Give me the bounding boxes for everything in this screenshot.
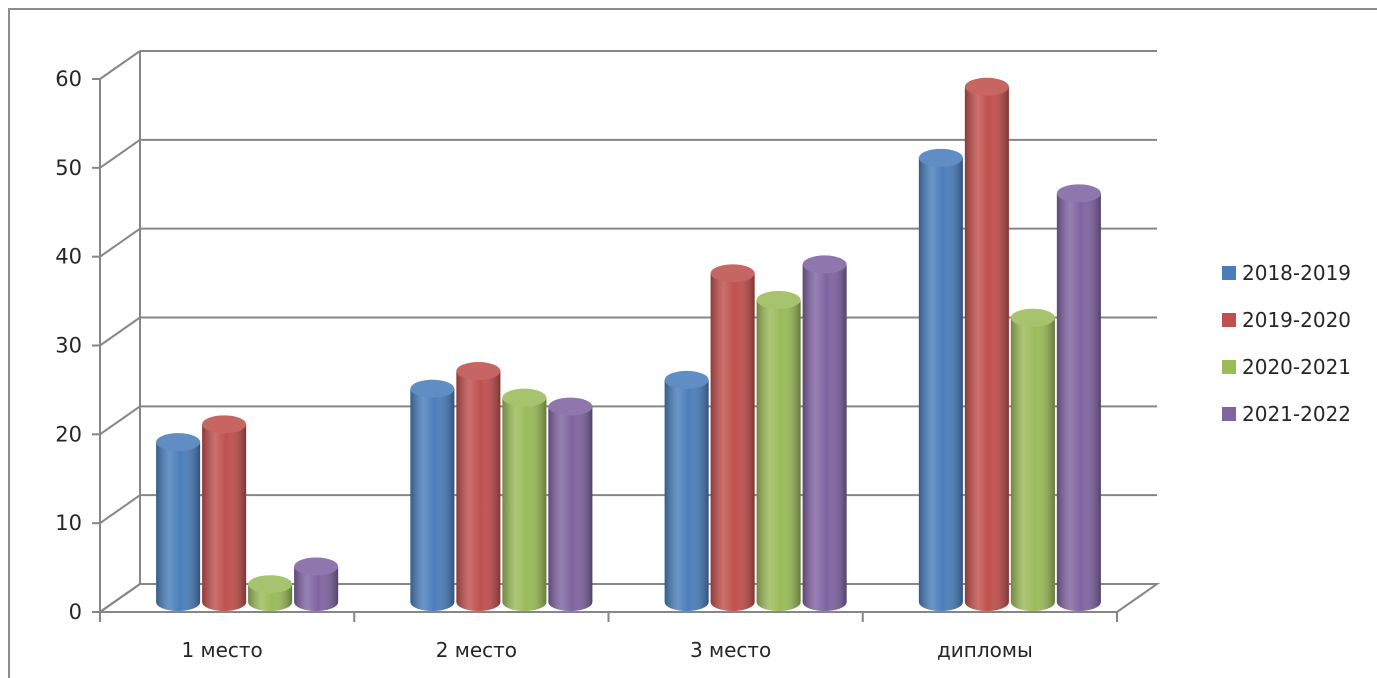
y-tick-label: 30 — [55, 334, 82, 358]
bar-shading — [456, 371, 501, 612]
x-category-label: 1 место — [181, 638, 262, 662]
bar-top — [502, 388, 547, 407]
bar-top-highlight — [294, 557, 339, 576]
legend-label: 2021-2022 — [1242, 402, 1351, 426]
bar-shading — [918, 157, 963, 612]
axes — [99, 79, 1117, 613]
x-category-label: дипломы — [937, 638, 1033, 662]
y-tick-label: 60 — [55, 67, 82, 91]
bar-shading — [710, 273, 755, 612]
y-axis-ticks: 0 10 20 30 40 50 60 — [55, 67, 100, 624]
legend-swatch — [1222, 313, 1236, 327]
bar-top — [802, 255, 847, 274]
bar — [548, 397, 593, 612]
bar — [202, 415, 247, 612]
bar-top-highlight — [248, 575, 293, 594]
bar-top — [710, 264, 755, 283]
bar-shading — [410, 388, 455, 612]
gridline-side — [99, 494, 141, 524]
legend-label: 2019-2020 — [1242, 308, 1351, 332]
bar-shading — [294, 566, 339, 612]
bar-shading — [548, 406, 593, 612]
legend: 2018-2019 2019-2020 2020-2021 2021-2022 — [1222, 261, 1351, 426]
bar — [456, 362, 501, 612]
bar-top — [248, 575, 293, 594]
bar-top — [456, 362, 501, 381]
bar-top — [202, 415, 247, 434]
bar-top-highlight — [202, 415, 247, 434]
bar — [1010, 308, 1055, 612]
bar-top-highlight — [710, 264, 755, 283]
legend-swatch — [1222, 360, 1236, 374]
bar-shading — [664, 379, 709, 612]
bar — [756, 290, 801, 612]
gridline-side — [99, 50, 141, 80]
bar-top-highlight — [410, 379, 455, 398]
y-tick-label: 40 — [55, 245, 82, 269]
bar-top — [1010, 308, 1055, 327]
bar — [248, 575, 293, 612]
bar-shading — [156, 442, 201, 612]
bar-top-highlight — [918, 148, 963, 167]
bar — [502, 388, 547, 612]
bar-top — [756, 290, 801, 309]
bar-top-highlight — [502, 388, 547, 407]
bar-shading — [756, 299, 801, 612]
bar-top — [410, 379, 455, 398]
bar — [410, 379, 455, 612]
y-tick-label: 0 — [69, 600, 82, 624]
y-tick-label: 50 — [55, 156, 82, 180]
bar — [918, 148, 963, 612]
bar — [710, 264, 755, 612]
bar-shading — [964, 86, 1009, 612]
y-tick-label: 10 — [55, 511, 82, 535]
bar — [1056, 184, 1101, 612]
legend-label: 2020-2021 — [1242, 355, 1351, 379]
gridline-side — [99, 316, 141, 347]
bar-top — [918, 148, 963, 167]
bar-top-highlight — [548, 397, 593, 416]
x-category-label: 3 место — [690, 638, 771, 662]
bar-shading — [802, 264, 847, 612]
bar — [964, 77, 1009, 612]
bar-top-highlight — [756, 290, 801, 309]
chart-frame — [8, 8, 1377, 678]
bar — [294, 557, 339, 612]
bar-top — [548, 397, 593, 416]
bars — [156, 77, 1101, 612]
bar-top — [156, 433, 201, 452]
legend-swatch — [1222, 407, 1236, 421]
bar-top-highlight — [456, 362, 501, 381]
bar-top — [1056, 184, 1101, 203]
bar-top-highlight — [664, 370, 709, 389]
legend-swatch — [1222, 266, 1236, 280]
bar — [802, 255, 847, 612]
bar-top-highlight — [1010, 308, 1055, 327]
bar-top-highlight — [1056, 184, 1101, 203]
bar-top — [964, 77, 1009, 96]
legend-label: 2018-2019 — [1242, 261, 1351, 285]
bar-shading — [202, 424, 247, 612]
bar-top — [294, 557, 339, 576]
bar-shading — [502, 397, 547, 612]
bar-top — [664, 370, 709, 389]
x-category-label: 2 место — [436, 638, 517, 662]
bar — [664, 370, 709, 612]
bar-shading — [1056, 193, 1101, 612]
bar-top-highlight — [156, 433, 201, 452]
y-tick-label: 20 — [55, 422, 82, 446]
gridline-side — [99, 405, 141, 436]
gridline-side — [99, 227, 141, 258]
gridline-side — [99, 139, 141, 169]
bar — [156, 433, 201, 612]
x-axis-categories: 1 место 2 место 3 место дипломы — [99, 612, 1118, 662]
bar-shading — [1010, 317, 1055, 612]
bar-top-highlight — [964, 77, 1009, 96]
bar-top-highlight — [802, 255, 847, 274]
